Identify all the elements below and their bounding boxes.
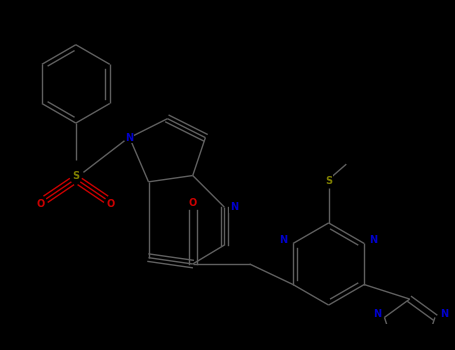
Text: S: S	[325, 176, 332, 186]
Text: N: N	[230, 202, 238, 212]
Text: O: O	[189, 198, 197, 208]
Text: N: N	[373, 309, 381, 319]
Text: S: S	[72, 170, 79, 181]
Text: N: N	[279, 235, 288, 245]
Text: N: N	[369, 235, 378, 245]
Text: O: O	[106, 199, 115, 209]
Text: N: N	[126, 133, 134, 142]
Text: O: O	[37, 199, 45, 209]
Text: N: N	[440, 309, 449, 319]
